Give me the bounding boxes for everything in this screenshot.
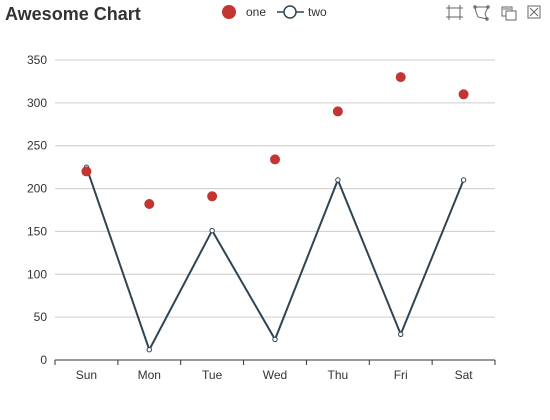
y-tick-label: 50 <box>34 310 48 324</box>
series-two-point[interactable] <box>209 227 215 234</box>
series-one-point[interactable] <box>144 199 155 209</box>
x-tick-label: Mon <box>138 368 161 382</box>
data-view-icon[interactable] <box>501 6 517 21</box>
series-one-point[interactable] <box>207 191 218 202</box>
lasso-select-icon[interactable] <box>473 5 490 21</box>
grid-lines <box>55 59 495 318</box>
y-tick-label: 100 <box>27 267 47 281</box>
x-tick-label: Sat <box>455 368 474 382</box>
series-one-point[interactable] <box>395 72 406 83</box>
y-tick-label: 300 <box>27 96 47 110</box>
y-tick-label: 200 <box>27 182 47 196</box>
y-axis: 0 50 100 150 200 250 300 350 <box>27 53 47 367</box>
series-two-line <box>85 166 465 353</box>
legend-label-one: one <box>246 5 266 19</box>
y-tick-label: 0 <box>40 353 47 367</box>
x-tick-label: Thu <box>328 368 349 382</box>
y-tick-label: 350 <box>27 53 47 67</box>
restore-icon[interactable] <box>527 5 541 19</box>
legend-label-two: two <box>308 5 327 19</box>
x-tick-label: Fri <box>394 368 408 382</box>
series-two-point[interactable] <box>460 177 467 183</box>
y-tick-label: 250 <box>27 139 47 153</box>
x-axis: Sun Mon Tue Wed Thu Fri Sat <box>54 359 496 382</box>
series-two <box>83 164 467 353</box>
series-one <box>81 72 469 209</box>
zoom-select-icon[interactable] <box>446 5 463 20</box>
series-one-point[interactable] <box>458 89 469 100</box>
series-two-point[interactable] <box>398 331 404 337</box>
x-tick-label: Sun <box>76 368 97 382</box>
toolbox <box>446 5 541 21</box>
x-tick-label: Wed <box>263 368 287 382</box>
series-two-point[interactable] <box>335 177 341 183</box>
legend-marker-two <box>283 5 297 19</box>
series-one-point[interactable] <box>270 154 280 165</box>
series-one-point[interactable] <box>332 106 343 117</box>
y-tick-label: 150 <box>27 224 47 238</box>
series-two-point[interactable] <box>272 336 278 343</box>
chart-title: Awesome Chart <box>5 4 141 24</box>
series-two-point[interactable] <box>146 347 152 353</box>
legend: one two <box>222 5 327 19</box>
x-tick-label: Tue <box>202 368 223 382</box>
legend-item-one[interactable]: one <box>222 5 266 19</box>
series-one-point[interactable] <box>81 166 92 177</box>
legend-item-two[interactable]: two <box>277 5 327 19</box>
legend-marker-one <box>222 5 236 19</box>
